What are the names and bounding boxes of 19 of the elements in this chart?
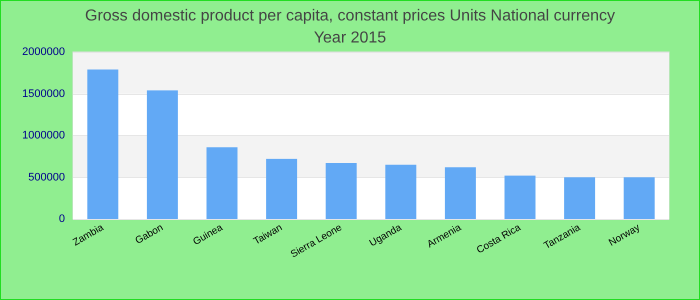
y-tick-label: 500000	[28, 171, 65, 184]
bar	[504, 176, 536, 219]
y-tick-label: 1000000	[22, 130, 65, 142]
y-tick-label: 2000000	[22, 46, 65, 58]
bar	[206, 147, 238, 219]
bar	[146, 90, 178, 219]
bar	[444, 167, 476, 219]
x-tick-label: Sierra Leone	[288, 222, 344, 260]
bar	[266, 158, 298, 219]
bar	[87, 70, 118, 219]
chart-title: Gross domestic product per capita, constant prices Units National currency	[84, 8, 616, 24]
bar	[326, 163, 357, 219]
chart-subtitle: Year 2015	[314, 30, 386, 46]
bar	[564, 177, 596, 219]
bar	[385, 164, 416, 219]
x-tick-label: Costa Rica	[474, 222, 524, 256]
y-tick-label: 0	[58, 213, 65, 225]
bar	[624, 177, 655, 219]
y-tick-label: 1500000	[22, 88, 65, 100]
